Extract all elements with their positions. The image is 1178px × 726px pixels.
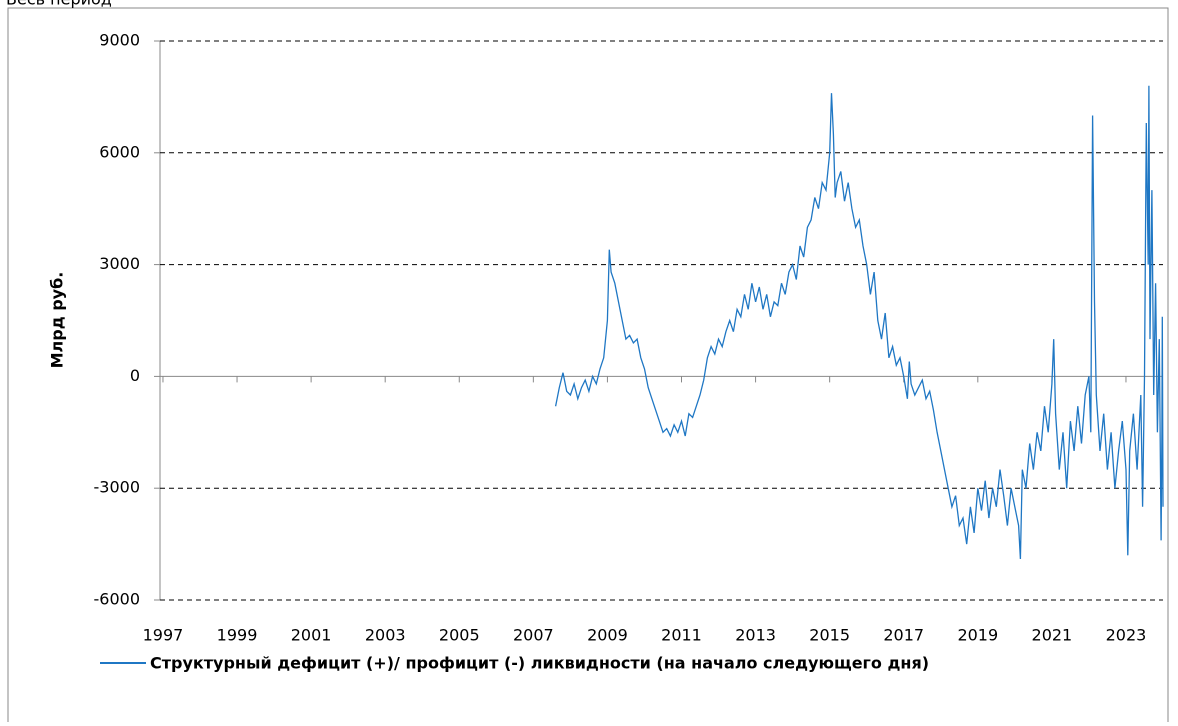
chart-border xyxy=(7,7,1169,726)
x-tick-label: 2019 xyxy=(957,626,998,645)
x-tick-label: 2005 xyxy=(439,626,480,645)
page-title: Весь период xyxy=(6,0,112,9)
x-tick-label: 2001 xyxy=(291,626,332,645)
y-tick-label: 3000 xyxy=(99,254,140,273)
x-tick-label: 1999 xyxy=(217,626,258,645)
legend-label: Структурный дефицит (+)/ профицит (-) ли… xyxy=(150,654,929,673)
x-tick-label: 2023 xyxy=(1106,626,1147,645)
x-tick-label: 2015 xyxy=(809,626,850,645)
x-tick-label: 2017 xyxy=(883,626,924,645)
y-tick-label: 6000 xyxy=(99,142,140,161)
y-tick-label: -3000 xyxy=(94,478,141,497)
y-tick-label: -6000 xyxy=(94,590,141,609)
x-tick-label: 2009 xyxy=(587,626,628,645)
x-tick-label: 2013 xyxy=(735,626,776,645)
x-tick-label: 2011 xyxy=(661,626,702,645)
x-tick-label: 1997 xyxy=(143,626,184,645)
x-tick-label: 2021 xyxy=(1032,626,1073,645)
y-tick-label: 9000 xyxy=(99,31,140,50)
x-tick-label: 2003 xyxy=(365,626,406,645)
data-line xyxy=(554,85,1164,560)
y-axis-label: Млрд руб. xyxy=(48,272,67,369)
x-tick-label: 2007 xyxy=(513,626,554,645)
y-tick-label: 0 xyxy=(130,366,140,385)
